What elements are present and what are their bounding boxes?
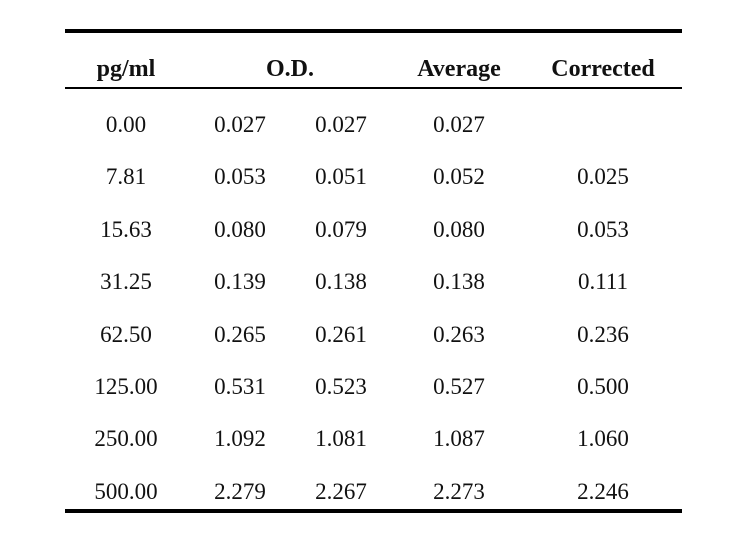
cell-average: 2.273 xyxy=(433,479,485,504)
cell-od-1: 0.080 xyxy=(214,217,266,242)
cell-od-2: 0.079 xyxy=(315,217,367,242)
header-average: Average xyxy=(417,56,501,82)
cell-od-2: 0.261 xyxy=(315,322,367,347)
cell-average: 0.138 xyxy=(433,269,485,294)
cell-od-2: 0.051 xyxy=(315,164,367,189)
cell-corrected: 0.111 xyxy=(577,269,629,294)
cell-od-2: 0.523 xyxy=(315,374,367,399)
cell-od-1: 0.053 xyxy=(214,164,266,189)
table-bottom-rule xyxy=(65,509,682,513)
cell-average: 0.263 xyxy=(433,322,485,347)
cell-od-2: 0.138 xyxy=(315,269,367,294)
cell-concentration: 15.63 xyxy=(100,217,152,242)
cell-corrected: 0.053 xyxy=(577,217,629,242)
cell-average: 0.527 xyxy=(433,374,485,399)
header-od: O.D. xyxy=(266,56,314,82)
cell-od-1: 0.027 xyxy=(214,112,266,137)
header-corrected: Corrected xyxy=(551,56,655,82)
cell-concentration: 500.00 xyxy=(94,479,158,504)
cell-average: 0.052 xyxy=(433,164,485,189)
cell-od-1: 0.139 xyxy=(214,269,266,294)
cell-concentration: 125.00 xyxy=(94,374,158,399)
cell-concentration: 7.81 xyxy=(105,164,147,189)
cell-concentration: 31.25 xyxy=(100,269,152,294)
table-top-rule xyxy=(65,29,682,33)
cell-corrected: 0.500 xyxy=(577,374,629,399)
cell-od-2: 0.027 xyxy=(315,112,367,137)
cell-concentration: 0.00 xyxy=(105,112,147,137)
cell-corrected: 0.236 xyxy=(577,322,629,347)
cell-od-2: 1.081 xyxy=(315,426,367,451)
cell-average: 0.080 xyxy=(433,217,485,242)
cell-concentration: 250.00 xyxy=(94,426,158,451)
cell-od-1: 2.279 xyxy=(214,479,266,504)
cell-corrected: 1.060 xyxy=(577,426,629,451)
cell-od-1: 0.265 xyxy=(214,322,266,347)
cell-od-1: 1.092 xyxy=(214,426,266,451)
cell-corrected: 0.025 xyxy=(577,164,629,189)
cell-od-2: 2.267 xyxy=(315,479,367,504)
cell-corrected: 2.246 xyxy=(577,479,629,504)
cell-average: 0.027 xyxy=(433,112,485,137)
cell-od-1: 0.531 xyxy=(214,374,266,399)
cell-average: 1.087 xyxy=(433,426,485,451)
cell-concentration: 62.50 xyxy=(100,322,152,347)
header-concentration: pg/ml xyxy=(96,56,156,82)
table-header-rule xyxy=(65,87,682,89)
